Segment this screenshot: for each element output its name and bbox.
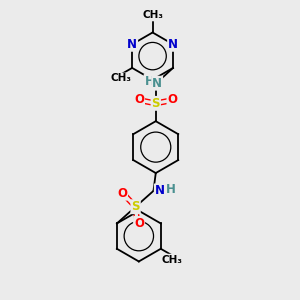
Text: H: H — [167, 183, 176, 196]
Text: N: N — [127, 38, 137, 51]
Text: N: N — [152, 77, 162, 90]
Text: O: O — [134, 217, 144, 230]
Text: N: N — [168, 38, 178, 51]
Text: O: O — [117, 187, 127, 200]
Text: CH₃: CH₃ — [142, 11, 163, 20]
Text: CH₃: CH₃ — [162, 255, 183, 265]
Text: H: H — [145, 75, 154, 88]
Text: O: O — [167, 93, 178, 106]
Text: N: N — [155, 184, 165, 197]
Text: S: S — [152, 97, 160, 110]
Text: CH₃: CH₃ — [111, 74, 132, 83]
Text: O: O — [134, 93, 144, 106]
Text: S: S — [131, 200, 140, 213]
